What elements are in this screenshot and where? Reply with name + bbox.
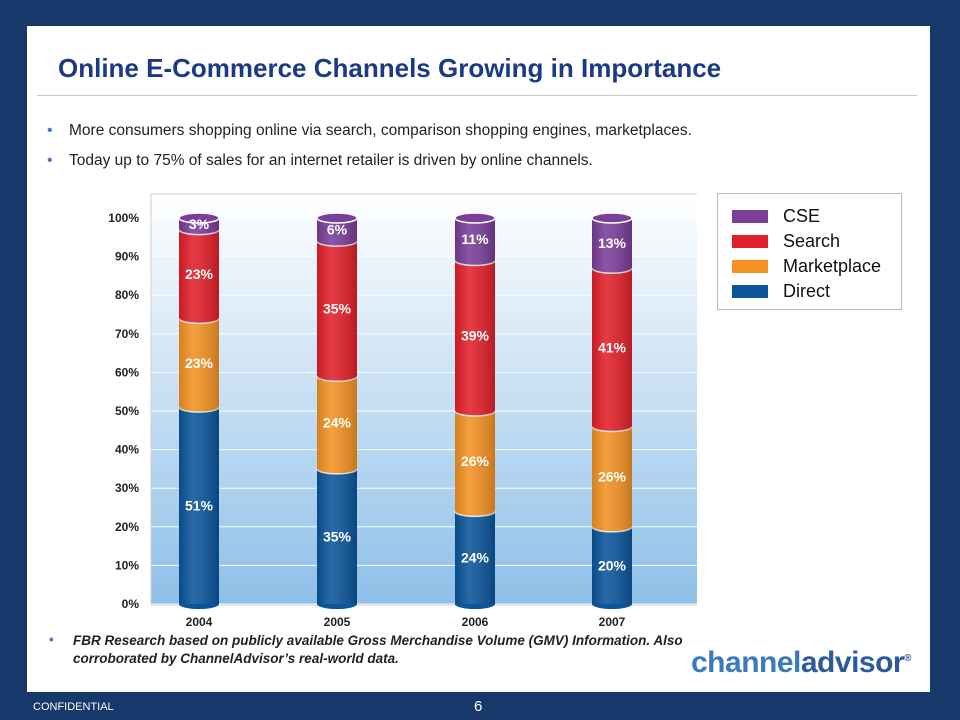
bar-shading <box>317 218 357 604</box>
y-tick-label: 0% <box>122 597 140 611</box>
bullet-item: • More consumers shopping online via sea… <box>47 121 907 151</box>
bar-top-cap <box>178 212 220 224</box>
bar-shading <box>455 218 495 604</box>
bullet-icon: • <box>47 152 53 169</box>
data-label: 24% <box>461 550 490 566</box>
chart-legend: CSE Search Marketplace Direct <box>717 193 902 310</box>
channeladvisor-logo: channeladvisor® <box>691 646 911 679</box>
slide: Online E-Commerce Channels Growing in Im… <box>27 26 930 692</box>
data-label: 11% <box>461 231 489 247</box>
data-label: 3% <box>189 216 210 232</box>
x-tick-label: 2005 <box>324 615 351 629</box>
y-tick-label: 90% <box>115 250 139 264</box>
bullet-icon: • <box>47 122 53 139</box>
y-tick-label: 20% <box>115 520 139 534</box>
legend-swatch-direct <box>732 285 768 298</box>
source-note: • FBR Research based on publicly availab… <box>49 632 699 668</box>
x-tick-label: 2006 <box>462 615 489 629</box>
x-tick-label: 2007 <box>599 615 626 629</box>
y-tick-label: 50% <box>115 404 139 418</box>
data-label: 6% <box>327 222 348 238</box>
data-label: 23% <box>185 266 214 282</box>
legend-label: Direct <box>783 281 831 301</box>
bullet-item: • Today up to 75% of sales for an intern… <box>47 151 907 181</box>
y-tick-label: 100% <box>108 211 139 225</box>
data-label: 51% <box>185 498 214 514</box>
data-label: 20% <box>598 557 627 573</box>
y-tick-label: 40% <box>115 443 139 457</box>
bar-shading <box>179 218 219 604</box>
legend-label: Marketplace <box>783 256 882 276</box>
bullet-text: More consumers shopping online via searc… <box>69 122 692 139</box>
footer-confidential: CONFIDENTIAL <box>33 701 114 713</box>
bar-shading <box>592 218 632 604</box>
legend-label: CSE <box>783 206 821 226</box>
data-label: 13% <box>598 235 627 251</box>
legend-label: Search <box>783 231 841 251</box>
data-label: 26% <box>598 469 627 485</box>
legend-swatch-search <box>732 235 768 248</box>
legend-swatch-marketplace <box>732 260 768 273</box>
x-tick-label: 2004 <box>186 615 213 629</box>
y-tick-label: 60% <box>115 365 139 379</box>
y-tick-label: 80% <box>115 288 139 302</box>
legend-swatch-cse <box>732 210 768 223</box>
y-tick-label: 30% <box>115 481 139 495</box>
data-label: 39% <box>461 328 490 344</box>
title-divider <box>37 95 917 96</box>
data-label: 26% <box>461 453 490 469</box>
y-tick-label: 10% <box>115 558 139 572</box>
bullet-icon: • <box>49 632 54 647</box>
bullet-list: • More consumers shopping online via sea… <box>47 121 907 181</box>
bullet-text: Today up to 75% of sales for an internet… <box>69 152 593 169</box>
page-number: 6 <box>474 698 483 715</box>
data-label: 35% <box>323 301 352 317</box>
bar-top-cap <box>591 212 633 224</box>
bar-top-cap <box>454 212 496 224</box>
y-tick-label: 70% <box>115 327 139 341</box>
data-label: 23% <box>185 355 214 371</box>
data-label: 24% <box>323 415 352 431</box>
slide-title: Online E-Commerce Channels Growing in Im… <box>58 53 722 83</box>
bar-top-cap <box>316 212 358 224</box>
data-label: 41% <box>598 339 627 355</box>
data-label: 35% <box>323 528 352 544</box>
source-text: FBR Research based on publicly available… <box>73 633 683 666</box>
stacked-bar-chart: 0% 10% 20% 30% 40% 50% 60% 70% 80% 90% 100% 51% 23% 2… <box>108 193 697 629</box>
